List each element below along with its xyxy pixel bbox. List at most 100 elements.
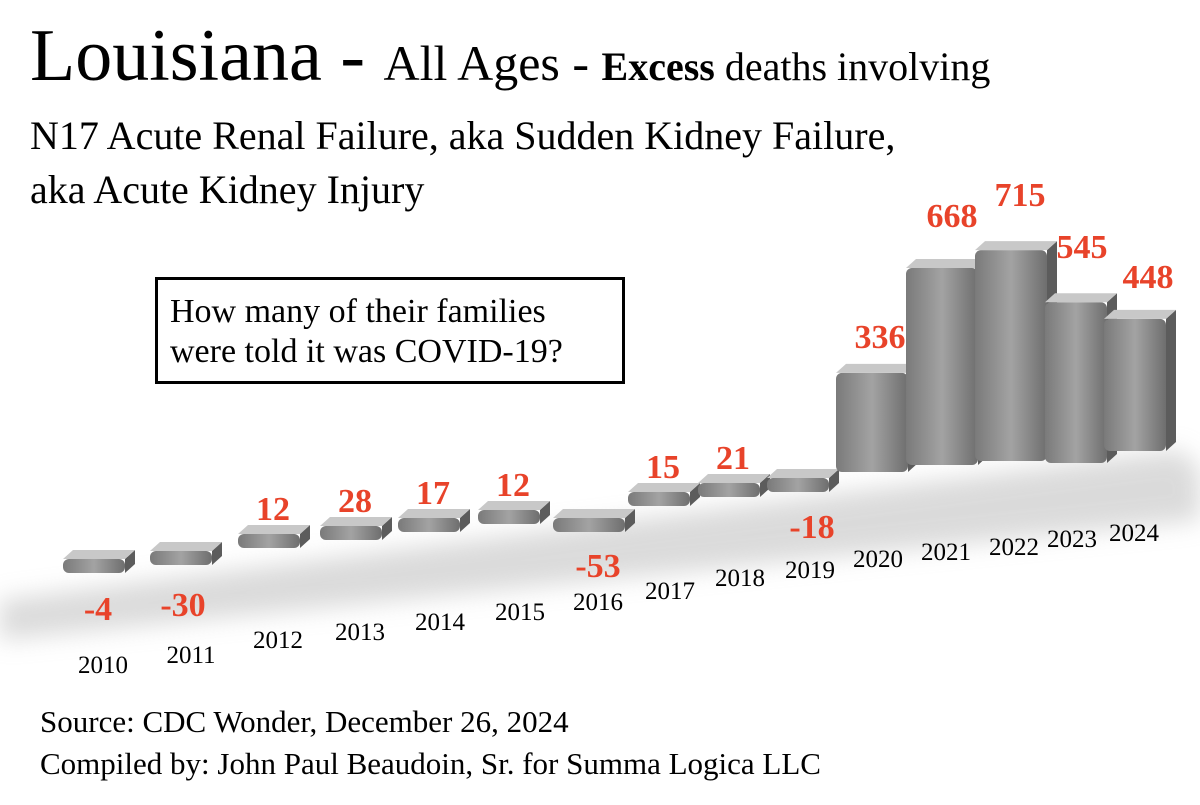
bar-front bbox=[698, 483, 760, 497]
bar-front bbox=[553, 518, 625, 532]
x-tick-2012: 2012 bbox=[253, 627, 303, 654]
x-tick-2011: 2011 bbox=[166, 642, 215, 669]
bar-side bbox=[125, 550, 135, 573]
data-label-2018: 21 bbox=[716, 440, 750, 477]
data-label-2013: 28 bbox=[338, 483, 372, 520]
bar-side bbox=[300, 525, 310, 548]
bar-2024 bbox=[1104, 309, 1176, 451]
bar-top bbox=[398, 509, 470, 518]
bar-top bbox=[767, 469, 839, 478]
bar-top bbox=[238, 525, 310, 534]
bar-top bbox=[628, 483, 700, 492]
bar-side bbox=[760, 474, 770, 497]
data-label-2015: 12 bbox=[496, 467, 530, 504]
bar-2016 bbox=[553, 509, 635, 532]
x-tick-2015: 2015 bbox=[495, 599, 545, 626]
title-ages: All Ages bbox=[383, 35, 560, 91]
bar-2015 bbox=[478, 501, 550, 524]
subtitle-line-1: N17 Acute Renal Failure, aka Sudden Kidn… bbox=[30, 113, 896, 158]
bar-front bbox=[150, 551, 212, 565]
bar-front bbox=[906, 267, 978, 465]
bar-2022 bbox=[975, 241, 1057, 461]
bar-front bbox=[975, 250, 1047, 461]
data-label-2021: 668 bbox=[927, 198, 978, 235]
callout-box: How many of their families were told it … bbox=[155, 277, 625, 384]
x-tick-2016: 2016 bbox=[573, 589, 623, 616]
callout-line-1: How many of their families bbox=[170, 293, 546, 330]
bar-2017 bbox=[628, 483, 700, 506]
bar-side bbox=[460, 509, 470, 532]
bar-front bbox=[628, 492, 690, 506]
bar-front bbox=[1104, 318, 1166, 451]
x-tick-2013: 2013 bbox=[335, 619, 385, 646]
x-axis-tick-labels: 2010 2011 2012 2013 2014 2015 2016 2017 2018 2019… bbox=[78, 520, 1160, 679]
bar-2012 bbox=[238, 525, 310, 548]
bar-front bbox=[63, 559, 125, 573]
data-label-2024: 448 bbox=[1123, 259, 1174, 296]
bar-front bbox=[836, 372, 908, 472]
bar-2010 bbox=[63, 550, 135, 573]
data-label-2017: 15 bbox=[646, 449, 680, 486]
bar-front bbox=[320, 526, 382, 540]
data-label-2011: -30 bbox=[160, 587, 205, 624]
bar-2011 bbox=[150, 542, 222, 565]
bar-side bbox=[1166, 309, 1176, 451]
x-tick-2021: 2021 bbox=[921, 539, 971, 566]
data-label-2019: -18 bbox=[789, 509, 834, 546]
x-tick-2010: 2010 bbox=[78, 652, 128, 679]
bar-top bbox=[553, 509, 635, 518]
data-label-2016: -53 bbox=[575, 548, 620, 585]
x-tick-2024: 2024 bbox=[1109, 520, 1160, 547]
bar-side bbox=[212, 542, 222, 565]
bar-2019 bbox=[767, 469, 839, 492]
bar-side bbox=[625, 509, 635, 532]
title-separator-2: - bbox=[559, 35, 602, 91]
chart-title: Louisiana - All Ages - Excess deaths inv… bbox=[30, 14, 990, 99]
x-tick-2022: 2022 bbox=[989, 534, 1039, 561]
data-labels: -4 -30 12 28 17 12 -53 15 21 -18 336 668 715 545 448 bbox=[84, 177, 1174, 628]
subtitle-line-2: aka Acute Kidney Injury bbox=[30, 167, 425, 212]
bar-2013 bbox=[320, 517, 392, 540]
bar-front bbox=[478, 510, 540, 524]
x-tick-2018: 2018 bbox=[715, 565, 765, 592]
bar-side bbox=[829, 469, 839, 492]
bar-front bbox=[398, 518, 460, 532]
bar-front bbox=[767, 478, 829, 492]
bar-top bbox=[150, 542, 222, 551]
title-separator: - bbox=[321, 15, 384, 97]
title-excess: Excess bbox=[601, 44, 715, 89]
bar-top bbox=[478, 501, 550, 510]
compiled-by-note: Compiled by: John Paul Beaudoin, Sr. for… bbox=[40, 746, 821, 781]
data-label-2010: -4 bbox=[84, 591, 112, 628]
data-label-2014: 17 bbox=[416, 475, 450, 512]
x-tick-2023: 2023 bbox=[1047, 526, 1097, 553]
bar-top bbox=[975, 241, 1057, 251]
title-state: Louisiana bbox=[30, 15, 322, 97]
x-tick-2020: 2020 bbox=[853, 546, 903, 573]
x-tick-2014: 2014 bbox=[415, 609, 466, 636]
bar-side bbox=[382, 517, 392, 540]
source-note: Source: CDC Wonder, December 26, 2024 bbox=[40, 704, 569, 739]
data-label-2022: 715 bbox=[995, 177, 1046, 214]
data-label-2012: 12 bbox=[256, 491, 290, 528]
bar-2020 bbox=[836, 363, 918, 472]
bar-top bbox=[1045, 293, 1117, 303]
bar-front bbox=[238, 534, 300, 548]
bar-front bbox=[1045, 302, 1107, 463]
x-tick-2017: 2017 bbox=[645, 578, 695, 605]
callout-line-2: were told it was COVID-19? bbox=[170, 333, 563, 371]
bar-top bbox=[836, 363, 918, 373]
bar-top bbox=[1104, 309, 1176, 319]
bar-top bbox=[320, 517, 392, 526]
data-label-2023: 545 bbox=[1057, 229, 1108, 266]
bar-top bbox=[698, 474, 770, 483]
bar-top bbox=[906, 258, 988, 268]
bar-top bbox=[63, 550, 135, 559]
data-label-2020: 336 bbox=[855, 319, 906, 356]
bar-side bbox=[540, 501, 550, 524]
floor-shadow bbox=[0, 450, 1200, 640]
bar-side bbox=[690, 483, 700, 506]
bar-2014 bbox=[398, 509, 470, 532]
title-deaths-involving: deaths involving bbox=[714, 44, 991, 89]
